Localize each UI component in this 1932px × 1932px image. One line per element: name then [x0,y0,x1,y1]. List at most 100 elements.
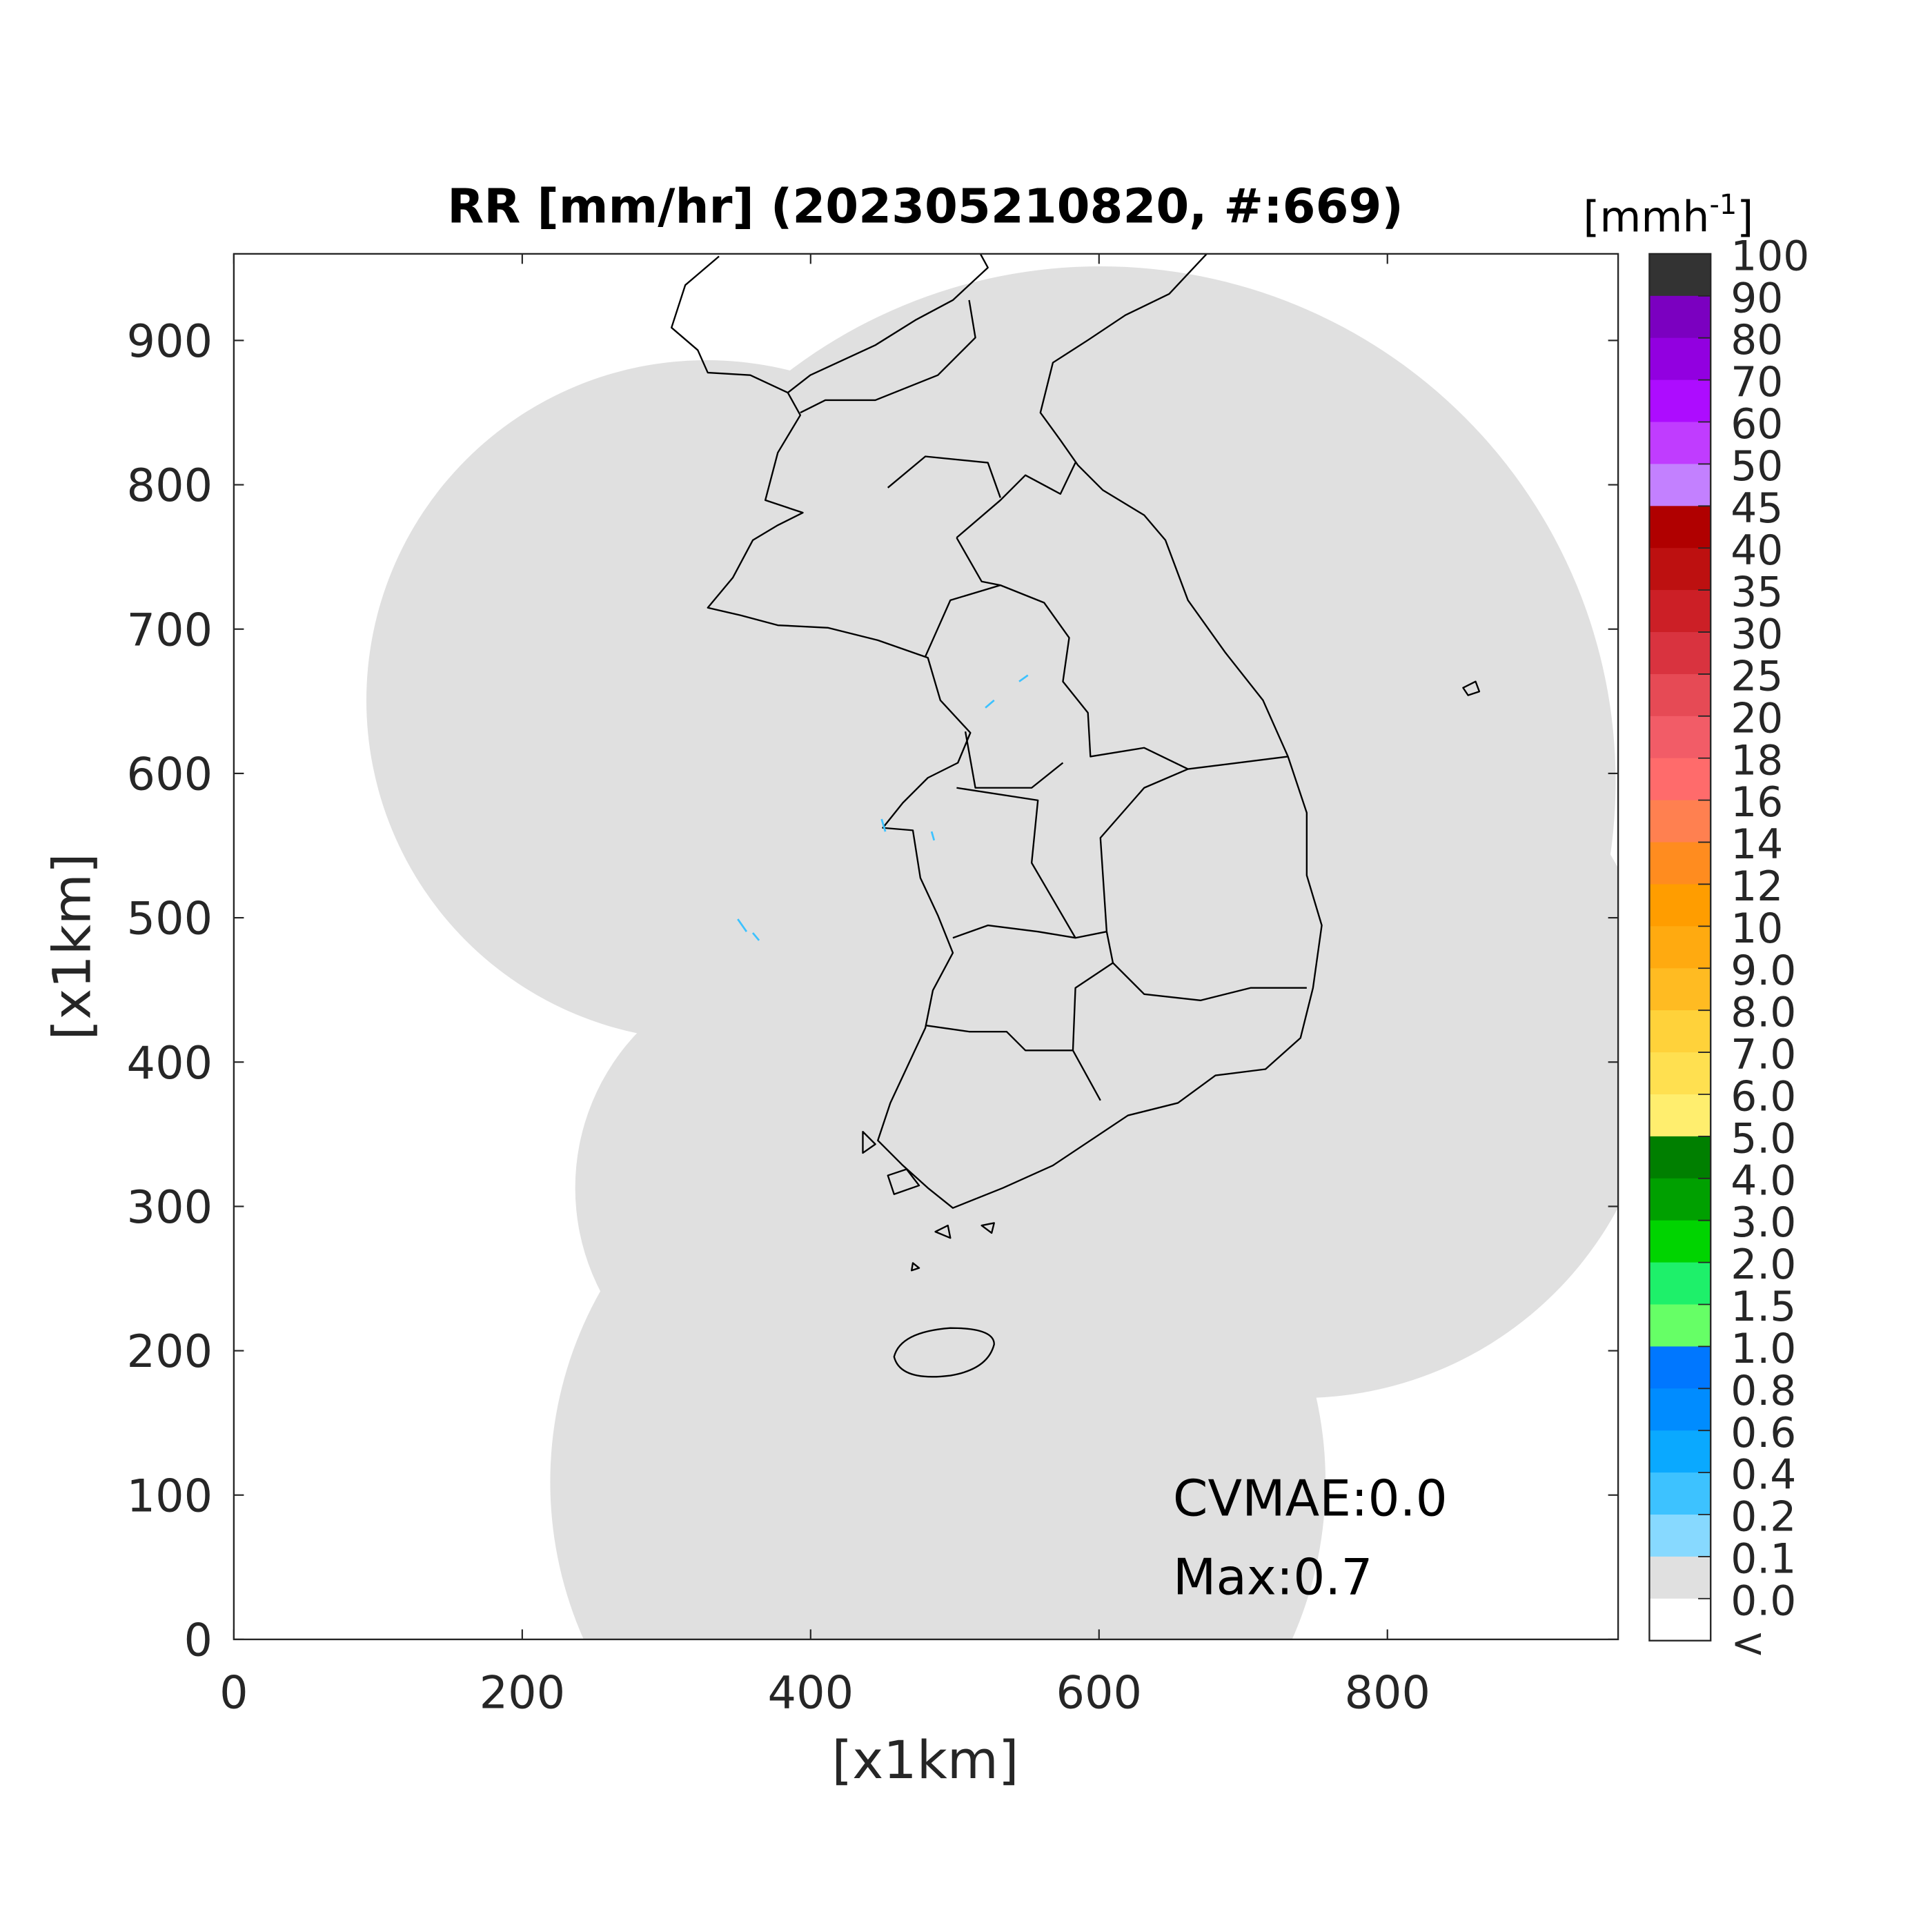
rain-echoes [737,674,1029,941]
colorbar-label: 16 [1731,778,1783,827]
colorbar-label: 6.0 [1731,1073,1796,1121]
colorbar-label: 5.0 [1731,1114,1796,1163]
colorbar-segment [1649,379,1711,423]
colorbar-label: < [1731,1619,1765,1667]
unit-close: ] [1737,192,1753,241]
colorbar-segment [1649,1304,1711,1348]
colorbar-segment [1649,1556,1711,1599]
y-tick-label: 800 [127,460,213,512]
colorbar-segment [1649,1515,1711,1557]
x-axis-label: [x1km] [832,1729,1019,1791]
colorbar-segment [1649,1136,1711,1179]
colorbar-label: 0.1 [1731,1535,1796,1583]
colorbar-label: 12 [1731,862,1783,911]
colorbar-label: 0.8 [1731,1367,1796,1415]
y-tick-label: 600 [127,748,213,800]
colorbar-label: 80 [1731,316,1783,364]
province-borders [800,299,1307,1101]
unit-base: [mmh [1583,192,1709,241]
y-tick-label: 0 [184,1614,213,1666]
peninsula-outline [671,253,1323,1209]
colorbar-label: 10 [1731,905,1783,953]
jeju-island [893,1327,995,1378]
colorbar-segment [1649,422,1711,465]
colorbar-label: 1.5 [1731,1283,1796,1331]
axes-frame [233,253,1619,1641]
rain-echo [880,674,1029,841]
x-tick-label: 400 [768,1667,854,1719]
colorbar-label: 0.0 [1731,1577,1796,1625]
colorbar-label: 0.4 [1731,1451,1796,1499]
colorbar-label: 7.0 [1731,1031,1796,1079]
colorbar-segment [1649,926,1711,969]
colorbar-label: 3.0 [1731,1199,1796,1247]
colorbar-segment [1649,968,1711,1012]
colorbar-segment [1649,590,1711,633]
colorbar-label: 0.2 [1731,1493,1796,1541]
colorbar-segment [1649,758,1711,801]
colorbar-label: 4.0 [1731,1156,1796,1205]
colorbar-segment [1649,1262,1711,1305]
coastline-borders [671,253,1481,1378]
colorbar-label: 40 [1731,526,1783,575]
y-tick-label: 700 [127,604,213,656]
x-tick-label: 200 [480,1667,566,1719]
colorbar-segment [1649,673,1711,717]
colorbar-segment [1649,632,1711,675]
y-axis-label: [x1km] [41,853,102,1040]
colorbar-segment [1649,1052,1711,1095]
chart-title: RR [mm/hr] (202305210820, #:669) [447,179,1403,235]
colorbar-label: 18 [1731,736,1783,785]
colorbar-label: 50 [1731,442,1783,491]
colorbar-segment [1649,1010,1711,1053]
x-tick-label: 800 [1344,1667,1430,1719]
y-tick-label: 500 [127,893,213,945]
colorbar-frame [1648,253,1712,1642]
colorbar-label: 30 [1731,611,1783,659]
colorbar-segment [1649,842,1711,885]
max-annotation: Max:0.7 [1173,1549,1373,1607]
colorbar-segment [1649,1388,1711,1432]
colorbar-segment [1649,1346,1711,1390]
colorbar-segment [1649,1430,1711,1474]
colorbar-label: 8.0 [1731,989,1796,1037]
x-tick-label: 600 [1056,1667,1143,1719]
colorbar-unit-label: [mmh-1] [1583,189,1753,241]
colorbar-label: 9.0 [1731,947,1796,995]
radar-coverage [366,266,1619,1639]
colorbar-segment [1649,295,1711,339]
colorbar-segment [1649,884,1711,927]
colorbar-label: 1.0 [1731,1325,1796,1373]
coverage-circle [687,875,1339,1526]
colorbar-segment [1649,1472,1711,1515]
unit-exponent: -1 [1709,189,1737,221]
cvmae-annotation: CVMAE:0.0 [1173,1470,1448,1528]
colorbar-segment [1649,800,1711,843]
y-tick-label: 900 [127,315,213,368]
rain-echo [737,918,760,941]
colorbar-label: 2.0 [1731,1241,1796,1289]
colorbar-label: 20 [1731,694,1783,742]
colorbar-segment [1649,1220,1711,1263]
colorbar-label: 70 [1731,358,1783,406]
y-tick-label: 200 [127,1325,213,1378]
colorbar-segment [1649,548,1711,591]
colorbar-segment [1649,464,1711,507]
axis-ticks: 0 200 400 600 800 0 100 200 300 400 500 600 700 800 90… [127,253,1619,1719]
colorbar: 100908070605045403530252018161412109.08.… [1648,232,1809,1667]
y-tick-label: 400 [127,1037,213,1090]
x-tick-label: 0 [219,1667,248,1719]
colorbar-segment [1649,506,1711,549]
colorbar-label: 25 [1731,652,1783,700]
colorbar-label: 14 [1731,820,1783,869]
colorbar-segment [1649,1094,1711,1137]
colorbar-segment [1649,253,1711,297]
colorbar-label: 0.6 [1731,1409,1796,1457]
colorbar-label: 90 [1731,274,1783,322]
colorbar-label: 60 [1731,400,1783,448]
colorbar-segment [1649,1598,1711,1642]
colorbar-segment [1649,337,1711,381]
colorbar-label: 35 [1731,569,1783,617]
colorbar-label: 100 [1731,232,1809,280]
